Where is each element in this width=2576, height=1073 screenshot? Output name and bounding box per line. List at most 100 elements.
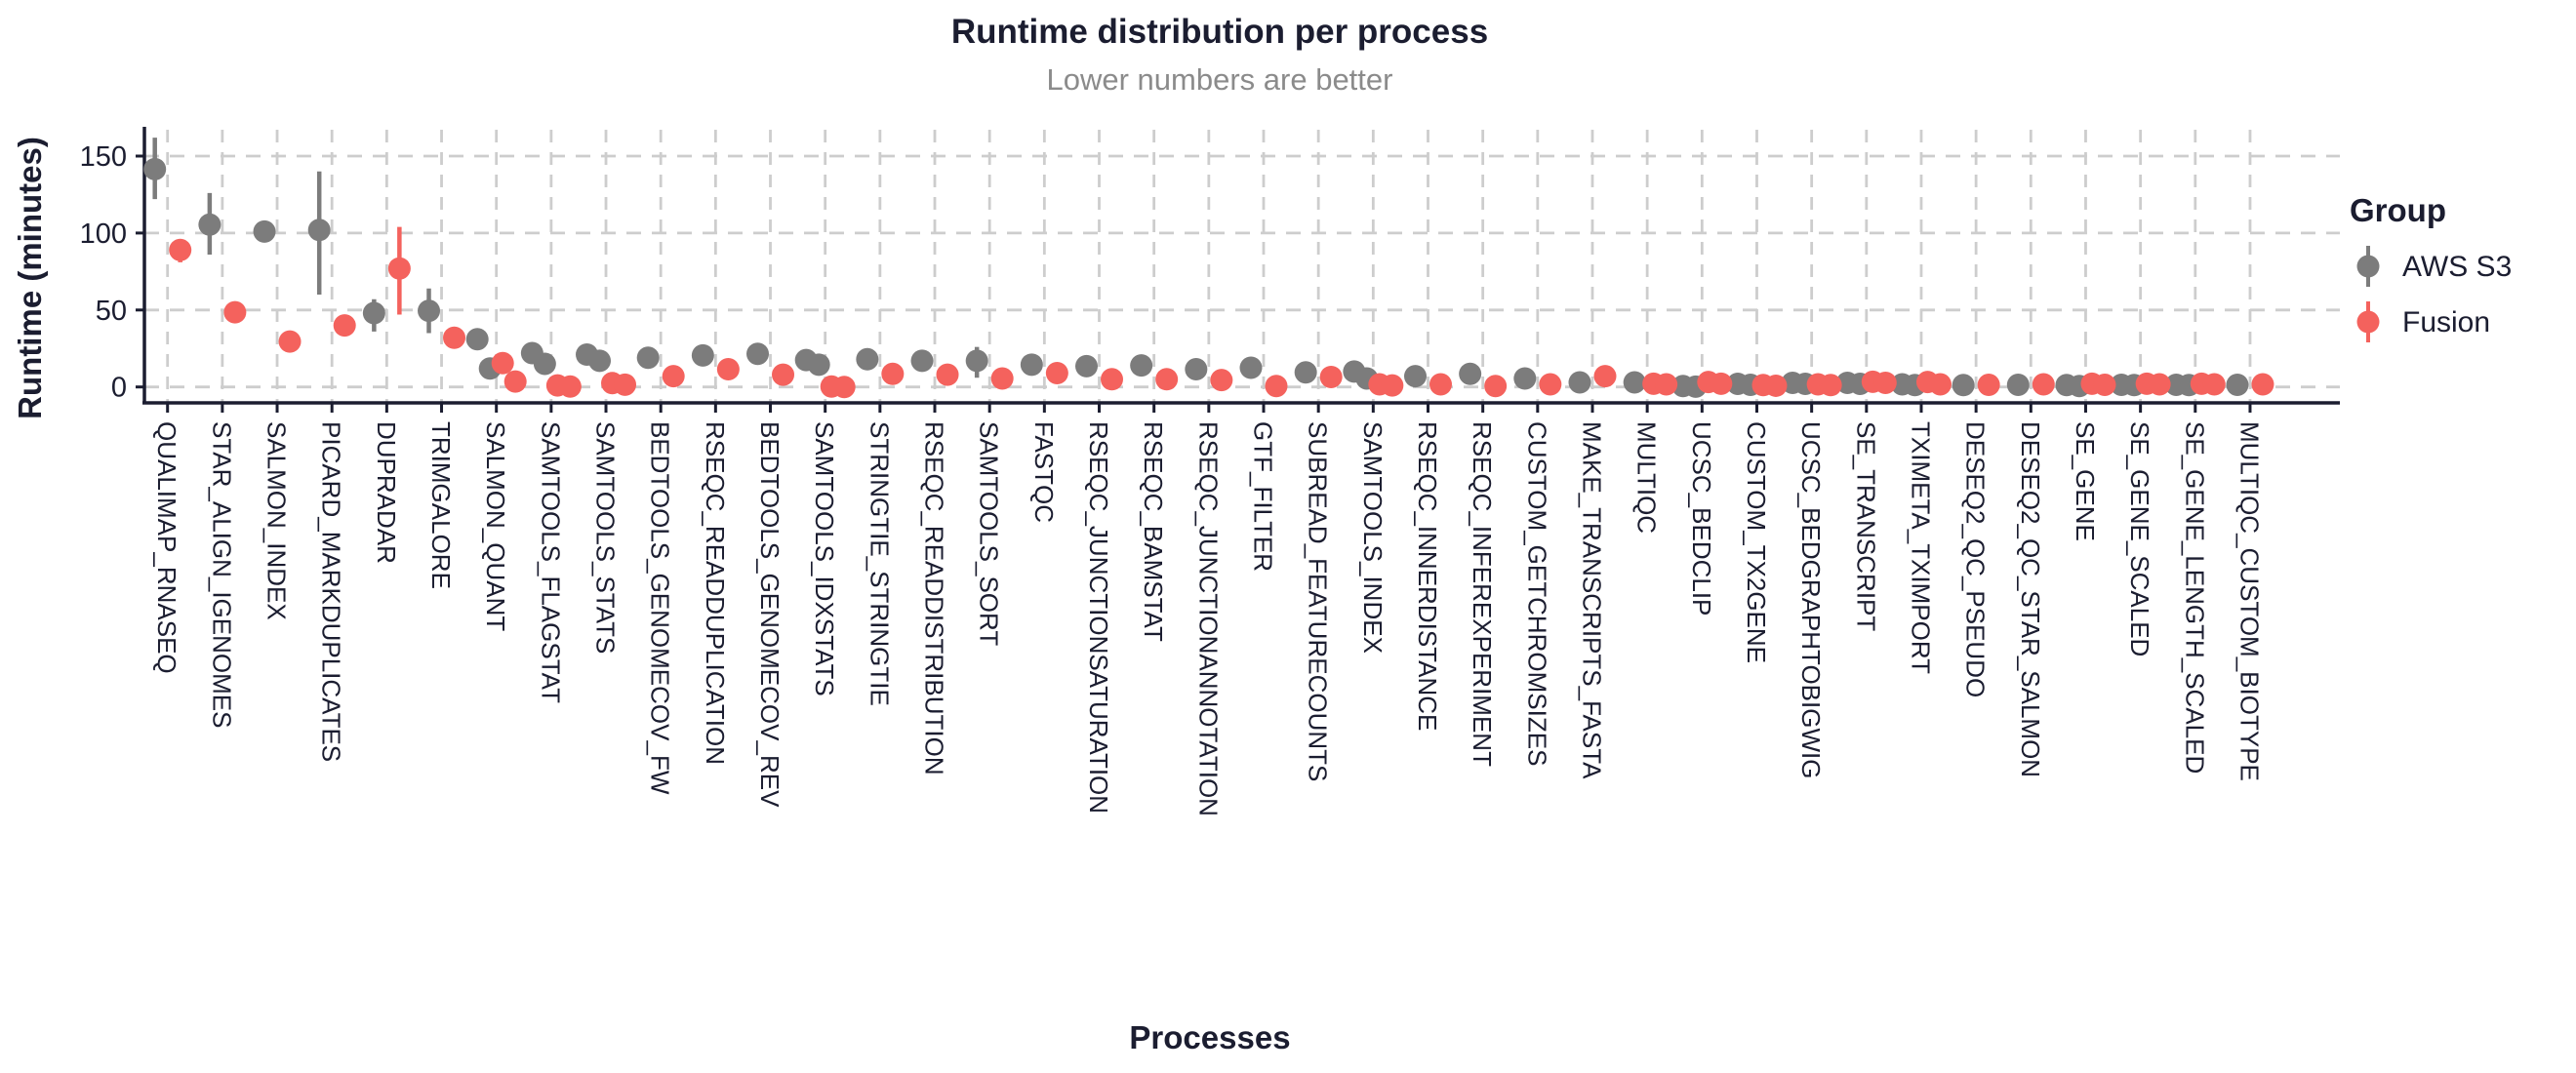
- legend-entries: AWS S3 Fusion: [2356, 246, 2512, 342]
- data-point: [1381, 374, 1404, 397]
- data-point: [1155, 368, 1179, 391]
- data-point: [1459, 362, 1482, 385]
- data-point: [1928, 373, 1952, 396]
- x-tick-label: GTF_FILTER: [1249, 421, 1278, 572]
- data-point: [936, 363, 959, 386]
- x-tick-label: BEDTOOLS_GENOMECOV_FW: [646, 421, 675, 795]
- data-point: [1873, 371, 1897, 394]
- x-tick-label: QUALIMAP_RNASEQ: [152, 421, 181, 674]
- data-point: [1819, 374, 1842, 397]
- data-point: [1210, 369, 1233, 392]
- data-point: [2006, 373, 2030, 396]
- data-point: [2251, 373, 2274, 396]
- x-tick-label: TXIMETA_TXIMPORT: [1906, 421, 1935, 674]
- data-point: [1484, 375, 1508, 398]
- x-tick-label: TRIMGALORE: [426, 421, 456, 589]
- data-point: [856, 347, 879, 371]
- x-tick-label: DESEQ2_QC_PSEUDO: [1961, 421, 1991, 697]
- data-point: [1710, 372, 1733, 395]
- x-tick-label: RSEQC_JUNCTIONSATURATION: [1084, 421, 1113, 814]
- data-point: [716, 358, 740, 381]
- legend: Group AWS S3 Fusion: [2350, 192, 2512, 342]
- y-tick-label: 50: [96, 296, 127, 327]
- data-point: [278, 330, 302, 353]
- x-tick-label: RSEQC_INNERDISTANCE: [1413, 421, 1442, 731]
- data-point: [588, 349, 612, 373]
- x-tick-label: SAMTOOLS_SORT: [975, 421, 1004, 646]
- x-tick-label: CUSTOM_TX2GENE: [1742, 421, 1771, 663]
- data-point: [807, 353, 830, 377]
- data-point: [307, 219, 331, 242]
- x-tick-label: CUSTOM_GETCHROMSIZES: [1522, 421, 1551, 766]
- legend-entry-label: AWS S3: [2402, 251, 2512, 283]
- data-point: [1185, 358, 1208, 381]
- x-tick-label: UCSC_BEDGRAPHTOBIGWIG: [1796, 421, 1826, 778]
- x-tick-label: MULTIQC_CUSTOM_BIOTYPE: [2234, 421, 2264, 781]
- x-tick-label: SE_GENE: [2071, 421, 2100, 541]
- data-point: [1020, 353, 1043, 377]
- data-point: [223, 300, 247, 324]
- data-point: [1265, 375, 1288, 398]
- x-tick-label: RSEQC_READDUPLICATION: [701, 421, 730, 765]
- data-point: [1294, 361, 1317, 384]
- x-tick-label: SE_GENE_LENGTH_SCALED: [2180, 421, 2209, 774]
- data-point: [387, 257, 411, 280]
- data-point: [333, 314, 356, 338]
- x-tick-label: RSEQC_BAMSTAT: [1139, 421, 1168, 642]
- data-point: [2093, 373, 2116, 396]
- data-point: [1977, 373, 2000, 396]
- x-tick-label: RSEQC_READDISTRIBUTION: [920, 421, 949, 775]
- data-point: [1593, 365, 1617, 388]
- x-tick-label: SE_TRANSCRIPT: [1851, 421, 1880, 631]
- data-point: [881, 362, 905, 385]
- x-tick-label: STRINGTIE_STRINGTIE: [865, 421, 894, 706]
- data-point: [965, 349, 988, 373]
- data-point: [2226, 373, 2249, 396]
- data-point: [1513, 367, 1537, 390]
- data-point: [1075, 354, 1099, 378]
- data-point: [1568, 371, 1591, 394]
- x-tick-label: STAR_ALIGN_IGENOMES: [207, 421, 236, 729]
- data-point: [443, 326, 466, 349]
- data-point: [362, 301, 385, 325]
- data-points: [143, 138, 2274, 399]
- data-point: [1764, 374, 1788, 397]
- data-point: [198, 213, 221, 236]
- legend-title: Group: [2350, 192, 2446, 228]
- data-point: [253, 219, 276, 243]
- data-point: [1539, 373, 1562, 396]
- y-tick-label: 0: [111, 373, 127, 404]
- data-point: [772, 363, 795, 386]
- x-tick-label: MULTIQC: [1632, 421, 1662, 534]
- x-tick-label: SALMON_QUANT: [481, 421, 510, 631]
- data-point: [1623, 371, 1646, 394]
- data-point: [2032, 373, 2055, 396]
- data-point: [503, 370, 527, 393]
- x-tick-label: SUBREAD_FEATURECOUNTS: [1304, 421, 1333, 781]
- data-point: [910, 349, 934, 373]
- data-point: [832, 376, 856, 399]
- data-point: [746, 342, 770, 366]
- data-point: [1429, 373, 1452, 396]
- x-tick-label: UCSC_BEDCLIP: [1687, 421, 1716, 616]
- data-point: [1101, 368, 1124, 391]
- data-point: [1403, 365, 1427, 388]
- x-tick-label: SALMON_INDEX: [262, 421, 292, 620]
- data-point: [614, 373, 637, 396]
- x-tick-label: RSEQC_INFEREXPERIMENT: [1468, 421, 1497, 767]
- data-point: [2148, 373, 2171, 396]
- data-point: [990, 367, 1014, 390]
- data-point: [418, 299, 441, 323]
- data-point: [533, 352, 556, 376]
- legend-entry-label: Fusion: [2402, 306, 2490, 338]
- data-point: [143, 157, 167, 180]
- axes: [136, 127, 2340, 413]
- axis-tick-labels: QUALIMAP_RNASEQ STAR_ALIGN_IGENOMES SALMON…: [80, 141, 2265, 816]
- x-tick-label: SE_GENE_SCALED: [2125, 421, 2154, 656]
- data-point: [558, 375, 582, 398]
- data-point: [662, 365, 685, 388]
- y-tick-label: 100: [80, 219, 127, 250]
- gridlines: [144, 130, 2340, 403]
- x-axis-title: Processes: [1129, 1019, 1290, 1055]
- chart-title: Runtime distribution per process: [951, 13, 1488, 51]
